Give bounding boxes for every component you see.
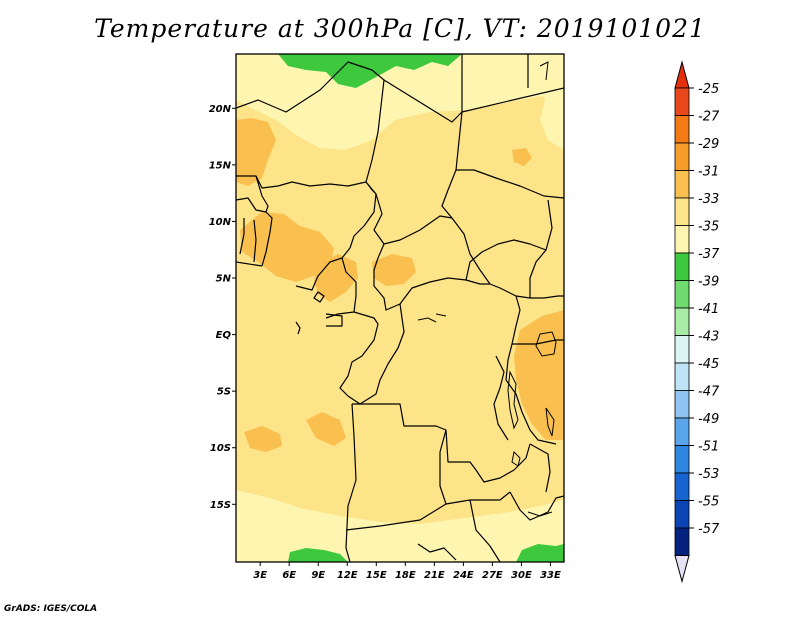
colorbar-label: -45	[698, 357, 719, 372]
colorbar-label: -31	[698, 165, 719, 180]
colorbar-swatch	[674, 445, 690, 474]
lon-label: 12E	[337, 570, 358, 581]
colorbar-swatch	[674, 252, 690, 281]
colorbar-legend: -25 -27 -29 -31 -33 -35 -37 -39 -41 -43 -45 -47 -49 -…	[674, 60, 720, 584]
lon-label: 18E	[395, 570, 416, 581]
lat-label: EQ	[216, 330, 232, 341]
orange-blob-east	[514, 310, 564, 440]
colorbar-label: -37	[698, 247, 720, 262]
lon-label: 24E	[453, 570, 474, 581]
lon-label: 3E	[253, 570, 267, 581]
lat-label: 5S	[217, 387, 231, 398]
lat-label: 20N	[209, 104, 232, 115]
temperature-field	[236, 54, 564, 562]
colorbar-swatch	[674, 335, 690, 364]
colorbar-swatch	[674, 115, 690, 144]
lon-label: 15E	[366, 570, 387, 581]
pale-zone-ne	[528, 54, 564, 150]
colorbar-swatch	[674, 417, 690, 446]
colorbar-swatch	[674, 307, 690, 336]
colorbar-label: -29	[698, 137, 719, 152]
colorbar-label: -41	[698, 302, 719, 317]
map-title: Temperature at 300hPa [C], VT: 201910102…	[94, 14, 706, 43]
colorbar-label: -27	[698, 110, 720, 125]
colorbar-label: -43	[698, 330, 719, 345]
colorbar-swatch	[674, 527, 690, 556]
lon-label: 21E	[424, 570, 445, 581]
colorbar-label: -35	[698, 220, 719, 235]
colorbar-swatch	[674, 500, 690, 529]
colorbar-label: -51	[698, 440, 719, 455]
lon-label: 6E	[282, 570, 296, 581]
lat-label: 10N	[209, 217, 232, 228]
orange-blob-nw	[236, 118, 276, 186]
lat-label: 5N	[216, 274, 232, 285]
colorbar-label: -39	[698, 275, 719, 290]
colorbar-label: -53	[698, 467, 719, 482]
lat-label: 15S	[210, 500, 231, 511]
colorbar-label: -47	[698, 385, 720, 400]
orange-blob-car	[372, 254, 416, 286]
lon-label: 33E	[540, 570, 561, 581]
field-base	[236, 54, 564, 562]
latitude-axis: 20N 15N 10N 5N EQ 5S 10S 15S	[209, 104, 236, 511]
orange-blob-cameroon	[314, 254, 358, 302]
lat-label: 15N	[209, 160, 232, 171]
lake-outlines	[365, 61, 557, 517]
orange-blob-sudan	[512, 148, 532, 166]
colorbar-top-arrow	[674, 60, 690, 89]
colorbar-swatch	[674, 87, 690, 116]
pale-zone-north	[236, 54, 564, 150]
colorbar-swatch	[674, 390, 690, 419]
green-patch-north	[278, 54, 462, 88]
lat-label: 10S	[210, 443, 231, 454]
orange-blob-westafrica	[240, 212, 334, 282]
grads-credit: GrADS: IGES/COLA	[4, 604, 98, 614]
green-patch-se	[516, 544, 564, 562]
pale-zone-south	[236, 490, 564, 562]
colorbar-swatch	[674, 170, 690, 199]
colorbar-label: -55	[698, 495, 719, 510]
colorbar-swatch	[674, 280, 690, 309]
country-borders	[236, 54, 564, 562]
longitude-axis: 3E 6E 9E 12E 15E 18E 21E 24E 27E 30E 33E	[253, 562, 561, 581]
colorbar-swatch	[674, 472, 690, 501]
colorbar-label: -49	[698, 412, 719, 427]
green-patch-south	[288, 548, 348, 562]
colorbar-swatch	[674, 142, 690, 171]
lon-label: 30E	[511, 570, 532, 581]
colorbar-swatch	[674, 197, 690, 226]
colorbar-swatch	[674, 362, 690, 391]
map-frame	[235, 53, 565, 563]
lon-label: 27E	[482, 570, 503, 581]
colorbar-bottom-arrow	[674, 555, 690, 584]
colorbar-label: -33	[698, 192, 719, 207]
orange-blob-sw2	[306, 412, 346, 446]
orange-blob-sw1	[244, 426, 282, 452]
colorbar-label: -25	[698, 82, 719, 97]
colorbar-swatch	[674, 225, 690, 254]
colorbar-label: -57	[698, 522, 720, 537]
lon-label: 9E	[311, 570, 325, 581]
